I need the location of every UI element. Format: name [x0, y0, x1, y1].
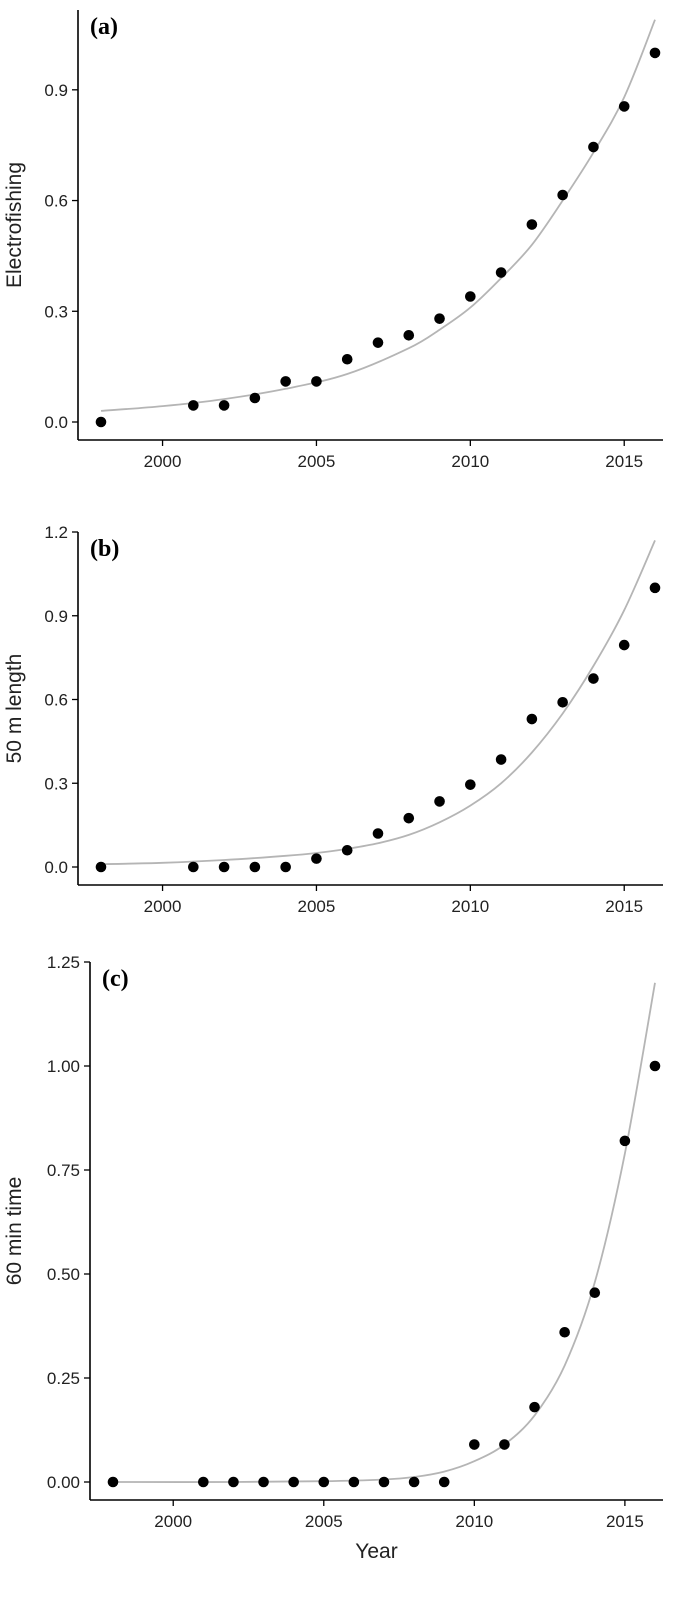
x-tick-label: 2015	[606, 1512, 644, 1531]
x-tick-label: 2000	[144, 452, 182, 471]
data-point	[107, 1476, 119, 1488]
y-tick-label: 0.9	[44, 607, 68, 626]
y-axis-title: Electrofishing	[3, 162, 26, 288]
data-point	[95, 416, 107, 428]
data-point	[557, 696, 568, 708]
data-point	[588, 141, 599, 153]
x-tick-label: 2000	[154, 1512, 192, 1531]
data-point	[559, 1326, 570, 1338]
y-tick-label: 0.6	[44, 691, 68, 710]
data-point	[198, 1476, 209, 1488]
data-point	[465, 291, 476, 302]
data-point	[619, 1135, 631, 1147]
y-tick-label: 1.00	[47, 1057, 80, 1076]
panel-label: (b)	[90, 536, 119, 562]
y-tick-label: 1.25	[47, 953, 80, 972]
data-point	[526, 219, 538, 230]
data-point	[372, 337, 384, 348]
data-point	[408, 1476, 420, 1488]
data-point	[341, 844, 353, 856]
x-tick-label: 2005	[305, 1512, 343, 1531]
data-point	[434, 796, 445, 807]
panel-a: 0.0 0.3 0.6 0.9 2000 2005 2010 2015 Electrofishi…	[3, 10, 663, 471]
data-point	[218, 400, 230, 411]
data-point	[529, 1401, 540, 1413]
panel-label: (c)	[102, 966, 129, 992]
data-point	[249, 392, 261, 404]
y-tick-label: 0.25	[47, 1369, 80, 1388]
data-point	[311, 853, 322, 864]
y-tick-label: 0.3	[44, 774, 68, 793]
data-point	[434, 313, 445, 324]
data-point	[378, 1476, 390, 1488]
data-point	[348, 1476, 360, 1488]
panel-c: 0.00 0.25 0.50 0.75 1.00 1.25 2000 2005 2010 2015…	[3, 953, 663, 1563]
data-point	[188, 861, 199, 873]
data-point	[495, 754, 507, 765]
x-tick-label: 2000	[144, 897, 182, 916]
y-tick-label: 0.3	[44, 302, 68, 321]
y-tick-label: 0.6	[44, 192, 68, 211]
y-tick-label: 0.9	[44, 81, 68, 100]
data-point	[526, 713, 538, 725]
data-point	[311, 376, 322, 387]
data-point	[649, 47, 661, 59]
data-point	[465, 779, 476, 790]
data-point	[649, 1060, 661, 1072]
x-tick-label: 2010	[451, 897, 489, 916]
x-tick-label: 2010	[451, 452, 489, 471]
y-tick-label: 0.75	[47, 1161, 80, 1180]
data-point	[649, 582, 661, 594]
data-point	[249, 861, 261, 873]
x-tick-label: 2010	[455, 1512, 493, 1531]
data-point	[495, 267, 507, 278]
x-tick-label: 2005	[298, 452, 336, 471]
data-point	[618, 101, 630, 112]
x-axis-title: Year	[355, 1540, 397, 1563]
panel-b: 0.0 0.3 0.6 0.9 1.2 2000 2005 2010 2015 50 m leng…	[3, 523, 663, 916]
x-tick-label: 2005	[298, 897, 336, 916]
panel-label: (a)	[90, 14, 118, 40]
data-point	[228, 1476, 239, 1488]
data-point	[403, 812, 415, 824]
fit-curve	[100, 540, 656, 866]
x-tick-label: 2015	[605, 452, 643, 471]
data-point	[438, 1476, 450, 1488]
y-axis-title: 60 min time	[3, 1177, 26, 1286]
y-tick-label: 1.2	[44, 523, 68, 542]
data-point	[341, 353, 353, 365]
y-tick-label: 0.0	[44, 858, 68, 877]
data-point	[288, 1476, 299, 1488]
data-point	[589, 1287, 601, 1299]
y-axis-title: 50 m length	[3, 654, 26, 764]
data-point	[95, 861, 107, 873]
fit-curve	[100, 19, 656, 412]
y-tick-label: 0.0	[44, 413, 68, 432]
data-point	[618, 639, 630, 651]
data-point	[188, 400, 199, 411]
data-point	[403, 329, 415, 341]
data-point	[318, 1476, 330, 1488]
data-point	[469, 1439, 480, 1450]
fit-curve	[112, 982, 656, 1483]
data-point	[499, 1439, 510, 1450]
data-point	[588, 673, 599, 684]
data-point	[280, 861, 291, 873]
y-tick-label: 0.00	[47, 1473, 80, 1492]
x-tick-label: 2015	[605, 897, 643, 916]
data-point	[218, 861, 230, 873]
data-point	[557, 189, 568, 201]
data-point	[280, 376, 291, 387]
y-tick-label: 0.50	[47, 1265, 80, 1284]
data-point	[372, 828, 384, 839]
data-point	[258, 1476, 269, 1488]
